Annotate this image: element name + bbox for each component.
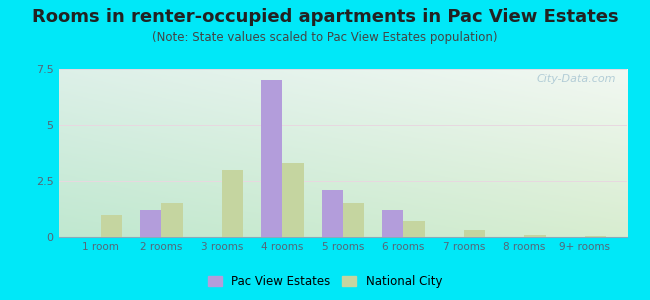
Bar: [161, 203, 183, 237]
Bar: [101, 214, 122, 237]
Text: (Note: State values scaled to Pac View Estates population): (Note: State values scaled to Pac View E…: [152, 32, 498, 44]
Bar: [343, 203, 364, 237]
Text: City-Data.com: City-Data.com: [536, 74, 616, 84]
Bar: [382, 210, 404, 237]
Bar: [464, 230, 485, 237]
Bar: [222, 170, 243, 237]
Bar: [140, 210, 161, 237]
Legend: Pac View Estates, National City: Pac View Estates, National City: [203, 270, 447, 292]
Bar: [525, 235, 545, 237]
Bar: [282, 163, 304, 237]
Bar: [404, 221, 424, 237]
Bar: [322, 190, 343, 237]
Bar: [261, 80, 282, 237]
Bar: [585, 236, 606, 237]
Text: Rooms in renter-occupied apartments in Pac View Estates: Rooms in renter-occupied apartments in P…: [32, 8, 618, 26]
